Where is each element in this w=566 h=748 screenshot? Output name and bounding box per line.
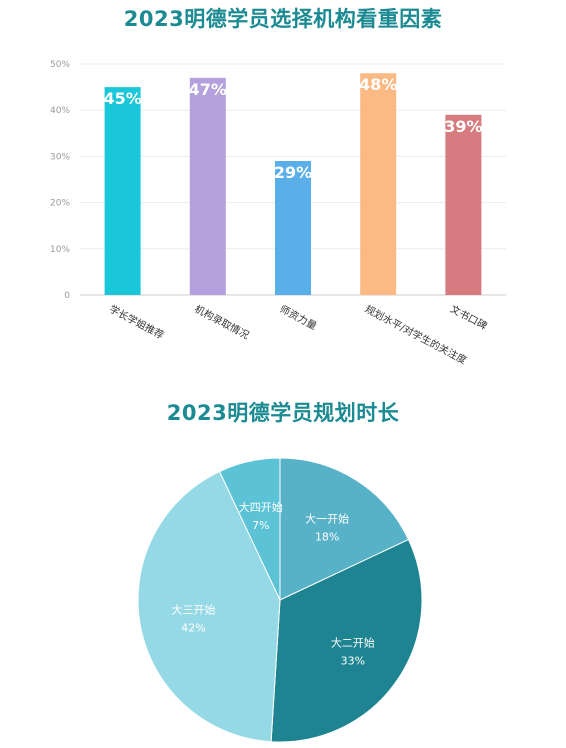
pie-slice-value: 18% bbox=[315, 531, 339, 544]
pie-slice-label: 大二开始 bbox=[331, 635, 375, 649]
pie-slice-label: 大四开始 bbox=[239, 500, 283, 514]
bar-y-axis: 0 10% 20% 30% 40% 50% bbox=[50, 60, 70, 301]
bar-value-label: 45% bbox=[103, 89, 141, 108]
bar-chart: 0 10% 20% 30% 40% 50% 45% 47% 29% 48% 39% 学长学姐推荐机… bbox=[50, 60, 506, 367]
pie-chart: 大一开始 18% 大二开始 33% 大三开始 42% 大四开始 7% bbox=[137, 457, 423, 743]
pie-labels: 大一开始 18% 大二开始 33% 大三开始 42% 大四开始 7% bbox=[172, 500, 375, 667]
y-tick-label: 10% bbox=[50, 245, 70, 255]
pie-chart-title: 2023明德学员规划时长 bbox=[166, 401, 400, 425]
bar-chart-title: 2023明德学员选择机构看重因素 bbox=[123, 7, 443, 31]
pie-slice bbox=[270, 538, 423, 743]
y-tick-label: 40% bbox=[50, 106, 70, 116]
pie-slice-value: 7% bbox=[252, 519, 269, 532]
pie-slice-label: 大三开始 bbox=[172, 602, 216, 616]
pie-slice-value: 33% bbox=[341, 654, 365, 667]
bar-series: 45% 47% 29% 48% 39% bbox=[103, 73, 483, 295]
bar-value-label: 47% bbox=[189, 80, 227, 99]
bar bbox=[360, 73, 397, 295]
bar bbox=[104, 87, 141, 295]
bar bbox=[445, 114, 482, 295]
pie-slice-label: 大一开始 bbox=[305, 512, 349, 526]
category-label: 学长学姐推荐 bbox=[107, 302, 166, 342]
y-tick-label: 20% bbox=[50, 199, 70, 209]
bar bbox=[189, 77, 226, 295]
y-tick-label: 30% bbox=[50, 152, 70, 162]
category-label: 师资力量 bbox=[278, 302, 319, 332]
pie-slice bbox=[218, 457, 281, 601]
pie-slice-value: 42% bbox=[181, 621, 205, 634]
pie-slices bbox=[137, 457, 423, 743]
pie-slice bbox=[279, 457, 410, 601]
pie-slice bbox=[137, 470, 281, 743]
y-tick-label: 50% bbox=[50, 60, 70, 70]
category-label: 机构录取情况 bbox=[192, 302, 251, 342]
category-label: 文书口碑 bbox=[448, 302, 489, 332]
bar-value-label: 39% bbox=[444, 117, 482, 136]
y-tick-label: 0 bbox=[64, 291, 70, 301]
bar bbox=[275, 161, 311, 295]
bar-value-label: 29% bbox=[274, 163, 312, 182]
bar-value-label: 48% bbox=[359, 75, 397, 94]
